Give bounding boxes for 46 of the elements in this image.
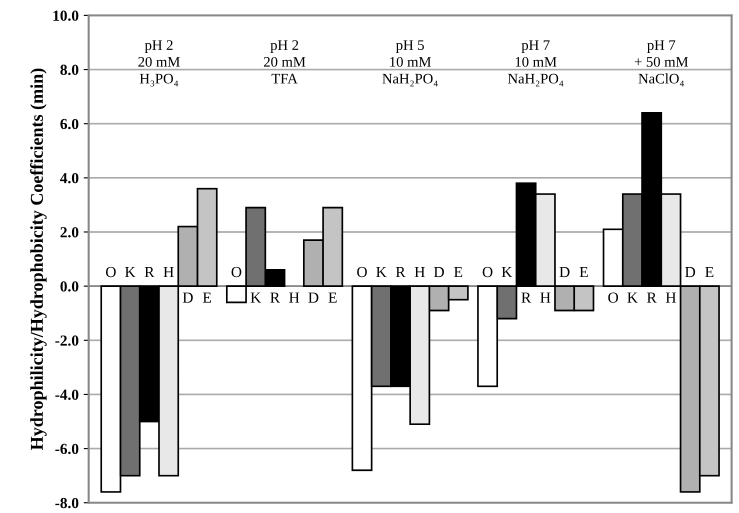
series-label: D [182,292,193,303]
text: E [328,292,337,303]
text: K [502,267,512,278]
x-tick-label: pH 2 20 mM H₃PO₄ [138,40,180,86]
text: D [434,267,444,278]
y-tick-label: 0.0 [60,281,78,292]
y-tick-label: 4.0 [60,172,78,184]
y-tick-label: 8.0 [60,64,78,76]
text: H [289,292,300,303]
text: O [106,266,116,278]
x-tick-label: pH 7 10 mM NaH₂PO₄ [508,40,564,86]
text: D [308,292,318,303]
y-tick-label: -8.0 [55,498,78,508]
series-label: R [270,292,280,303]
x-tick-label: pH 2 20 mM TFA [264,40,306,84]
text: D [560,267,570,278]
y-tick-label: -6.0 [55,444,78,454]
text: K [627,292,638,303]
text: R [521,292,532,303]
series-label: O [608,292,618,303]
series-label: K [250,292,262,303]
text: H [164,267,174,278]
series-label: H [540,292,550,303]
y-axis-title: Hydrophilicity/Hydrophobicity Coefficients (min) [30,68,47,450]
text: O [482,266,492,278]
text: E [705,267,714,278]
text: O [357,266,367,278]
y-tick-label: -2.0 [55,335,78,346]
text: E [454,267,462,278]
text: R [396,267,406,278]
text: D [685,267,696,278]
y-tick-label: 2.0 [60,227,78,238]
x-tick-label: pH 5 10 mM NaH₂PO₄ [382,40,438,86]
y-tick-label: -4.0 [55,390,78,400]
text: O [232,266,242,278]
y-tick-label: 10.0 [53,10,78,21]
x-tick-label: pH 7 + 50 mM NaClO₄ [634,40,688,86]
text: E [580,267,588,278]
text: R [647,292,657,303]
series-label: E [202,292,212,303]
text: K [376,267,387,278]
y-tick-label: 6.0 [60,118,78,130]
text: H [666,292,676,303]
text: K [125,267,136,278]
text: H [414,267,425,278]
text: R [144,267,154,278]
